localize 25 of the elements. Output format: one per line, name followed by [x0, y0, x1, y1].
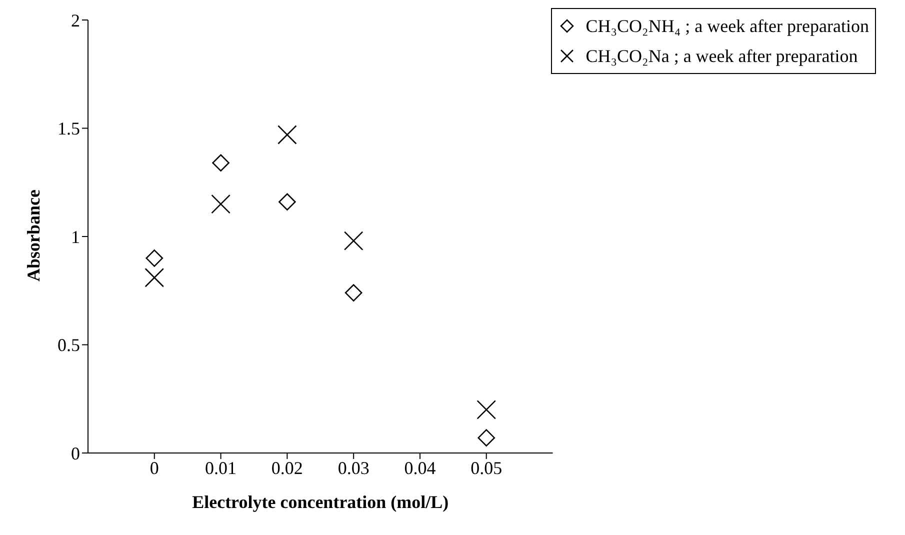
x-tick-label: 0.02 — [271, 458, 303, 478]
point — [212, 154, 230, 172]
point — [476, 400, 496, 420]
x-axis-title: Electrolyte concentration (mol/L) — [192, 492, 449, 512]
y-tick-label: 2 — [71, 10, 80, 30]
point — [146, 250, 164, 267]
x-tick-label: 0.03 — [338, 458, 370, 478]
point — [278, 125, 297, 144]
point — [211, 194, 230, 214]
point — [478, 429, 496, 446]
y-tick-label: 1.5 — [58, 118, 80, 139]
x-tick-label: 0 — [150, 458, 159, 478]
point — [278, 193, 296, 211]
x-tick-label: 0.01 — [205, 458, 237, 478]
y-axis-title: Absorbance — [23, 189, 44, 282]
y-tick-label: 1 — [71, 226, 80, 247]
point — [344, 284, 362, 302]
y-tick-label: 0.5 — [58, 335, 80, 356]
x-tick-label: 0.05 — [470, 458, 502, 478]
legend-label: CH₃CO₂Na ; a week after preparation — [586, 45, 858, 68]
y-tick-label: 0 — [71, 443, 80, 464]
point — [144, 268, 164, 288]
legend-label: CH₃CO₂NH₄ ; a week after preparation — [586, 15, 869, 38]
point — [344, 231, 364, 250]
x-tick-label: 0.04 — [404, 458, 436, 478]
